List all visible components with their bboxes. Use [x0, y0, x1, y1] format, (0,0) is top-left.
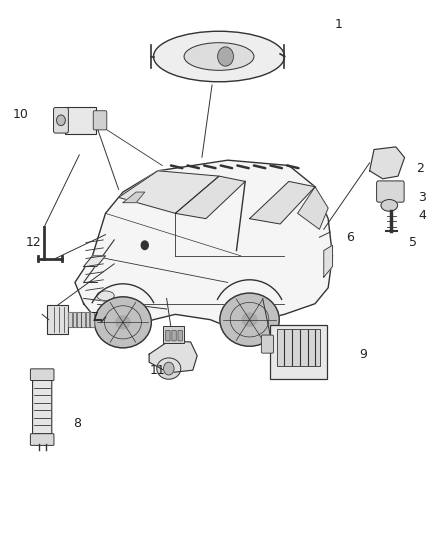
Text: 5: 5: [409, 236, 417, 249]
Text: 6: 6: [346, 231, 354, 244]
Text: 8: 8: [73, 417, 81, 430]
FancyBboxPatch shape: [261, 335, 274, 353]
Text: 4: 4: [418, 209, 426, 222]
Polygon shape: [370, 147, 405, 179]
Text: 2: 2: [416, 161, 424, 175]
Text: 3: 3: [418, 191, 426, 204]
Ellipse shape: [381, 199, 398, 211]
Polygon shape: [119, 171, 219, 213]
Circle shape: [57, 115, 65, 126]
Ellipse shape: [95, 297, 151, 348]
Polygon shape: [123, 192, 145, 203]
Ellipse shape: [220, 293, 279, 346]
Polygon shape: [81, 312, 85, 327]
Ellipse shape: [184, 43, 254, 70]
FancyBboxPatch shape: [277, 329, 320, 366]
Text: 11: 11: [150, 364, 166, 377]
FancyBboxPatch shape: [47, 305, 68, 334]
FancyBboxPatch shape: [30, 369, 54, 381]
FancyBboxPatch shape: [162, 326, 184, 343]
Text: 7: 7: [91, 311, 99, 324]
FancyBboxPatch shape: [270, 325, 327, 378]
FancyBboxPatch shape: [65, 107, 96, 134]
Ellipse shape: [153, 31, 285, 82]
Polygon shape: [175, 176, 245, 219]
Polygon shape: [149, 341, 197, 373]
Text: 1: 1: [335, 18, 343, 31]
Ellipse shape: [97, 291, 114, 301]
Circle shape: [163, 362, 174, 375]
Polygon shape: [75, 160, 332, 330]
Ellipse shape: [242, 313, 257, 326]
FancyBboxPatch shape: [172, 330, 176, 341]
FancyBboxPatch shape: [32, 375, 52, 440]
Polygon shape: [324, 245, 332, 277]
Text: 12: 12: [25, 236, 41, 249]
Circle shape: [141, 241, 148, 249]
Polygon shape: [68, 312, 72, 327]
Polygon shape: [77, 312, 81, 327]
Text: 9: 9: [359, 348, 367, 361]
Text: 10: 10: [12, 109, 28, 122]
Polygon shape: [86, 312, 89, 327]
FancyBboxPatch shape: [166, 330, 170, 341]
FancyBboxPatch shape: [178, 330, 182, 341]
FancyBboxPatch shape: [53, 108, 68, 133]
Ellipse shape: [157, 358, 181, 379]
Polygon shape: [297, 187, 328, 229]
Circle shape: [218, 47, 233, 66]
Polygon shape: [90, 312, 94, 327]
FancyBboxPatch shape: [30, 434, 54, 446]
Polygon shape: [84, 256, 106, 266]
Polygon shape: [250, 181, 315, 224]
FancyBboxPatch shape: [93, 111, 107, 130]
FancyBboxPatch shape: [377, 181, 404, 202]
Ellipse shape: [116, 316, 130, 329]
Polygon shape: [73, 312, 76, 327]
